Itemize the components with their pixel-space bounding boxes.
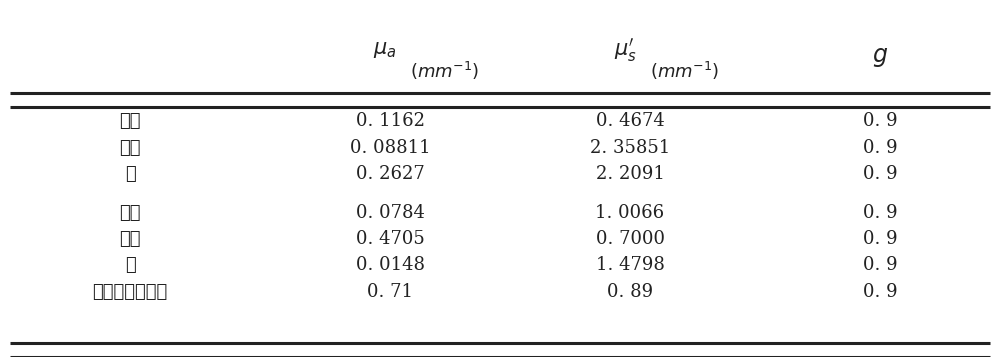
Text: 2. 2091: 2. 2091 — [596, 165, 664, 183]
Text: 肾脏: 肾脏 — [119, 139, 141, 157]
Text: 0. 2627: 0. 2627 — [356, 165, 424, 183]
Text: 肺: 肺 — [125, 165, 135, 183]
Text: $g$: $g$ — [872, 46, 888, 69]
Text: 0. 9: 0. 9 — [863, 112, 897, 131]
Text: 0. 89: 0. 89 — [607, 283, 653, 301]
Text: $(mm^{-1})$: $(mm^{-1})$ — [410, 60, 480, 82]
Text: 0. 1162: 0. 1162 — [356, 112, 424, 131]
Text: 0. 9: 0. 9 — [863, 230, 897, 248]
Text: 0. 9: 0. 9 — [863, 204, 897, 222]
Text: 0. 08811: 0. 08811 — [350, 139, 430, 157]
Text: 0. 0784: 0. 0784 — [356, 204, 424, 222]
Text: 肿瘸（纳米金）: 肿瘸（纳米金） — [92, 283, 168, 301]
Text: 0. 9: 0. 9 — [863, 256, 897, 275]
Text: 0. 4705: 0. 4705 — [356, 230, 424, 248]
Text: $\mu_s'$: $\mu_s'$ — [614, 36, 636, 64]
Text: 0. 9: 0. 9 — [863, 165, 897, 183]
Text: 1. 4798: 1. 4798 — [596, 256, 664, 275]
Text: 0. 9: 0. 9 — [863, 283, 897, 301]
Text: 胃: 胃 — [125, 256, 135, 275]
Text: 肌肉: 肌肉 — [119, 112, 141, 131]
Text: $\mu_a$: $\mu_a$ — [373, 40, 397, 60]
Text: 心脏: 心脏 — [119, 204, 141, 222]
Text: 2. 35851: 2. 35851 — [590, 139, 670, 157]
Text: 0. 7000: 0. 7000 — [596, 230, 664, 248]
Text: 0. 4674: 0. 4674 — [596, 112, 664, 131]
Text: 肝脏: 肝脏 — [119, 230, 141, 248]
Text: $(mm^{-1})$: $(mm^{-1})$ — [650, 60, 720, 82]
Text: 0. 0148: 0. 0148 — [356, 256, 424, 275]
Text: 1. 0066: 1. 0066 — [595, 204, 665, 222]
Text: 0. 71: 0. 71 — [367, 283, 413, 301]
Text: 0. 9: 0. 9 — [863, 139, 897, 157]
